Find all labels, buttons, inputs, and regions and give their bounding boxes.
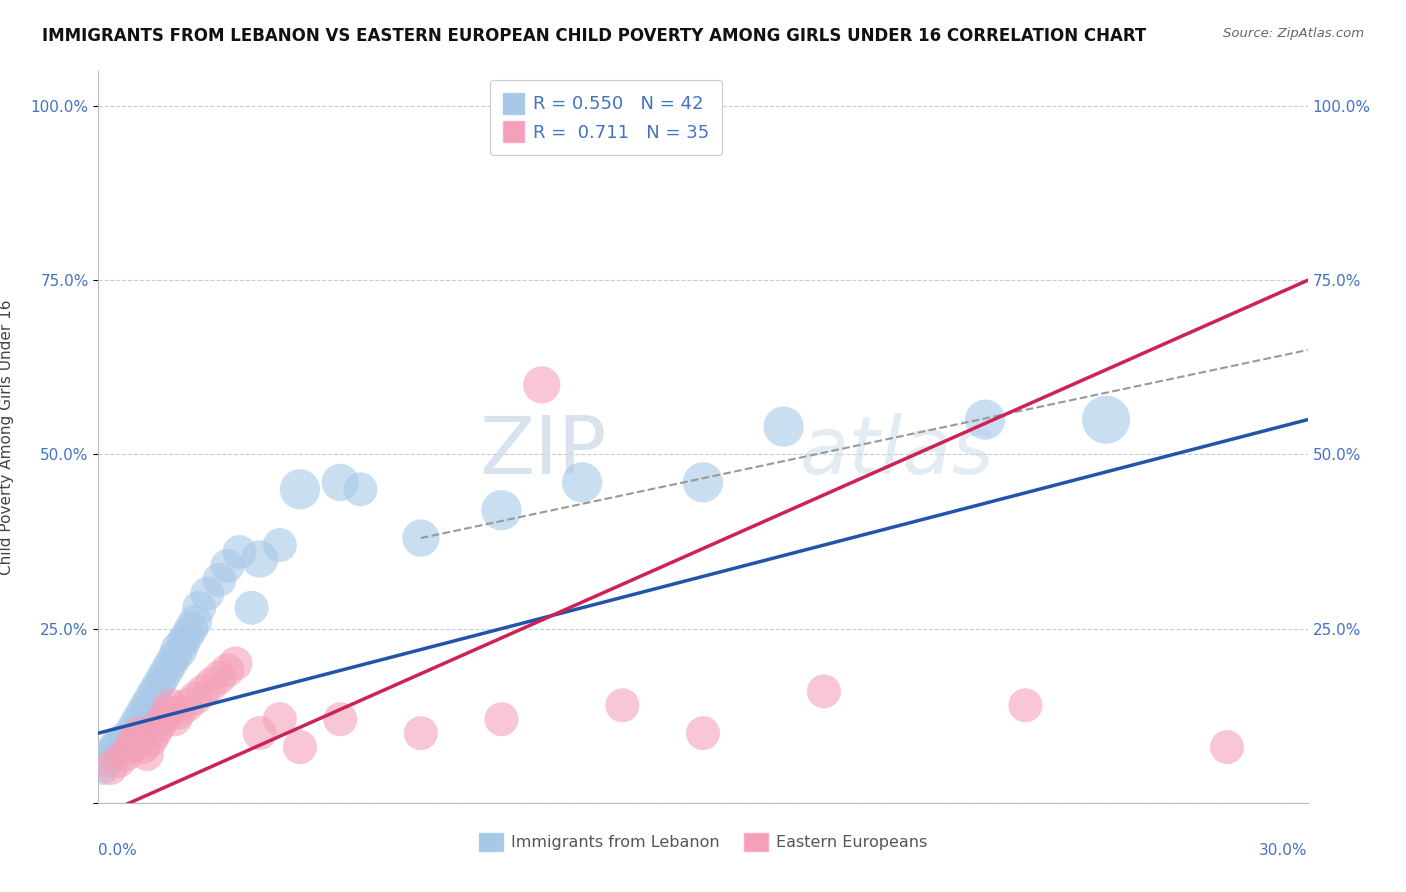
Point [269,538,291,552]
Point [269,712,291,726]
Point [156,705,179,719]
Point [288,740,311,755]
Point [180,622,202,636]
Legend: Immigrants from Lebanon, Eastern Europeans: Immigrants from Lebanon, Eastern Europea… [472,827,934,857]
Point [1216,740,1239,755]
Point [813,684,835,698]
Point [329,712,352,726]
Point [132,705,155,719]
Point [217,558,239,573]
Point [167,642,190,657]
Text: 30.0%: 30.0% [1260,843,1308,858]
Point [120,726,142,740]
Point [128,712,150,726]
Point [772,419,794,434]
Point [195,587,218,601]
Point [172,635,194,649]
Point [107,754,129,768]
Point [491,712,513,726]
Point [974,412,997,426]
Point [163,649,186,664]
Point [135,698,157,713]
Point [240,600,263,615]
Point [612,698,634,713]
Point [167,705,190,719]
Point [491,503,513,517]
Text: atlas: atlas [800,413,994,491]
Point [139,691,162,706]
Text: 0.0%: 0.0% [98,843,138,858]
Point [208,670,231,684]
Point [100,761,122,775]
Point [132,740,155,755]
Point [163,712,186,726]
Point [1095,412,1118,426]
Text: Source: ZipAtlas.com: Source: ZipAtlas.com [1223,27,1364,40]
Point [176,629,198,643]
Point [692,726,714,740]
Text: IMMIGRANTS FROM LEBANON VS EASTERN EUROPEAN CHILD POVERTY AMONG GIRLS UNDER 16 C: IMMIGRANTS FROM LEBANON VS EASTERN EUROP… [42,27,1146,45]
Text: ZIP: ZIP [479,413,606,491]
Point [249,726,271,740]
Point [91,761,114,775]
Point [143,726,166,740]
Point [115,733,138,747]
Point [409,531,432,545]
Point [692,475,714,490]
Point [124,719,146,733]
Point [571,475,593,490]
Point [135,747,157,761]
Point [152,670,174,684]
Point [115,747,138,761]
Point [120,740,142,755]
Point [530,377,553,392]
Point [160,657,183,671]
Point [208,573,231,587]
Point [188,600,211,615]
Point [176,698,198,713]
Point [200,677,222,691]
Point [148,677,170,691]
Point [184,615,207,629]
Point [128,726,150,740]
Point [139,733,162,747]
Point [100,747,122,761]
Point [103,740,125,755]
Point [143,684,166,698]
Point [329,475,352,490]
Point [228,545,250,559]
Point [1014,698,1036,713]
Point [349,483,371,497]
Point [107,740,129,755]
Y-axis label: Child Poverty Among Girls Under 16: Child Poverty Among Girls Under 16 [0,300,14,574]
Point [184,691,207,706]
Point [224,657,246,671]
Point [249,552,271,566]
Point [156,664,179,678]
Point [193,684,215,698]
Point [96,754,118,768]
Point [160,698,183,713]
Point [217,664,239,678]
Point [148,719,170,733]
Point [124,733,146,747]
Point [111,733,134,747]
Point [152,712,174,726]
Point [288,483,311,497]
Point [409,726,432,740]
